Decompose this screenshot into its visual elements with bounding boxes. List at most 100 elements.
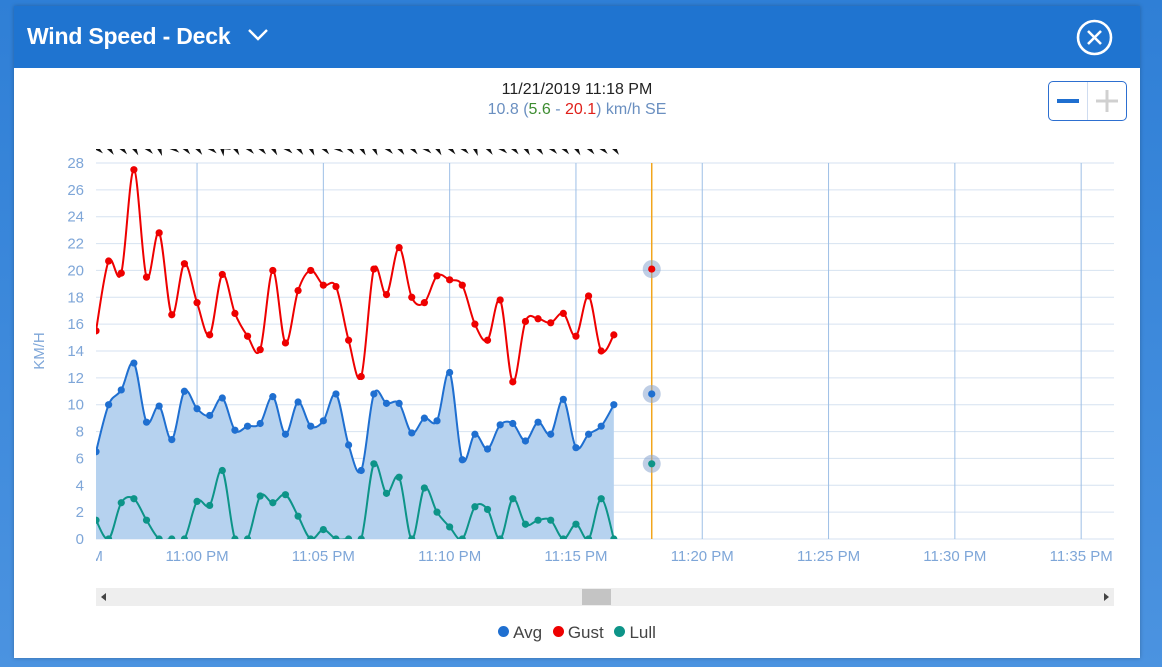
lull-data-point [420,484,428,492]
readout-avg: 10.8 [487,101,519,118]
chart-window: Wind Speed - Deck 11/21/2019 11:18 PM 10… [14,6,1140,658]
lull-data-point [446,523,454,531]
lull-data-point [218,466,226,475]
close-icon[interactable] [1076,19,1113,56]
wind-arrow-icon [490,149,509,154]
lull-data-point [319,526,327,534]
avg-data-point [446,368,454,377]
avg-data-point [521,437,530,445]
avg-data-point [433,417,441,425]
horizontal-scrollbar[interactable] [96,588,1114,606]
avg-data-point [496,421,504,429]
avg-data-point [256,419,264,428]
readout-unit-direction: ) km/h SE [596,101,667,118]
avg-data-point [231,426,239,434]
wind-arrow-icon [376,149,396,154]
gust-data-point [370,265,378,273]
zoom-out-button[interactable] [1049,82,1087,120]
zoom-divider [1087,82,1088,120]
lull-data-point [117,499,125,507]
legend-dot-avg [498,626,510,637]
scroll-right-arrow-icon[interactable] [1102,592,1110,602]
lull-data-point [597,495,605,503]
gust-data-point [345,336,353,344]
wind-arrow-icon [215,149,232,157]
avg-data-point [307,422,315,430]
lull-data-point [471,503,479,511]
y-tick-label: 18 [67,289,84,306]
scrollbar-thumb[interactable] [582,589,611,605]
wind-arrow-icon [503,149,523,155]
avg-data-point [155,402,163,410]
gust-data-point [269,266,277,275]
lull-data-point [142,516,151,524]
gust-data-point [433,272,441,280]
gust-data-point [597,347,605,355]
x-tick-label: 11:15 PM [544,548,607,565]
gust-data-point [610,331,618,339]
lull-data-point [559,535,567,539]
wind-arrow-icon [237,149,257,154]
avg-data-point [269,393,277,401]
lull-data-point [345,535,353,539]
lull-data-point [521,520,530,528]
gust-data-point [218,270,226,279]
legend-label-lull: Lull [629,623,656,642]
lull-data-point [332,535,340,539]
plot-series [96,163,661,539]
zoom-in-button[interactable] [1088,82,1126,120]
sensor-title[interactable]: Wind Speed - Deck [27,23,231,49]
gust-data-point [231,309,239,317]
lull-data-point [231,535,239,539]
gust-data-point [243,332,252,340]
y-axis-label: KM/H [31,332,48,370]
gust-data-point [96,327,100,335]
x-tick-label: 11:00 PM [165,548,228,565]
avg-data-point [547,430,555,438]
gust-data-point [193,299,201,307]
legend-item-gust[interactable]: Gust [552,623,604,643]
wind-arrow-icon [289,149,308,155]
legend-item-lull[interactable]: Lull [614,623,656,643]
gust-data-point [483,336,492,344]
legend-item-avg[interactable]: Avg [498,623,542,643]
legend-label-gust: Gust [567,623,604,642]
selected-timestamp: 11/21/2019 11:18 PM [501,81,653,98]
chevron-down-icon[interactable] [247,28,269,42]
wind-arrow-icon [99,149,118,155]
cursor-point-avg [648,390,656,398]
lull-data-point [408,535,416,539]
lull-data-point [496,535,504,539]
avg-data-point [117,386,125,394]
x-tick-label: 11:10 PM [418,548,481,565]
y-tick-label: 6 [76,450,84,467]
wind-arrow-icon [226,149,245,156]
avg-data-point [193,405,201,413]
gust-data-point [332,282,340,291]
gust-data-point [319,281,327,289]
x-tick-label: 11:05 PM [292,548,355,565]
y-tick-label: 26 [67,182,84,199]
lull-data-point [483,505,492,514]
y-tick-label: 2 [76,504,84,521]
wind-arrow-icon [275,149,295,154]
gust-data-point [458,281,466,289]
wind-arrow-icon [302,149,321,156]
avg-data-point [180,387,189,395]
y-tick-label: 28 [67,155,84,172]
scroll-left-arrow-icon[interactable] [100,592,108,602]
wind-direction-row [96,149,624,157]
readout-lull: 5.6 [528,101,551,118]
selected-readout: 10.8 (5.6 - 20.1) km/h SE [14,101,1140,119]
avg-data-point [597,422,605,430]
avg-data-point [559,395,567,403]
wind-arrow-icon [151,149,169,156]
lull-data-point [105,535,113,539]
x-tick-label: 11:30 PM [923,548,986,565]
gust-data-point [294,286,302,295]
wind-arrow-icon [591,149,611,154]
avg-data-point [610,401,618,409]
lull-data-point [357,535,365,539]
avg-data-point [319,417,327,425]
